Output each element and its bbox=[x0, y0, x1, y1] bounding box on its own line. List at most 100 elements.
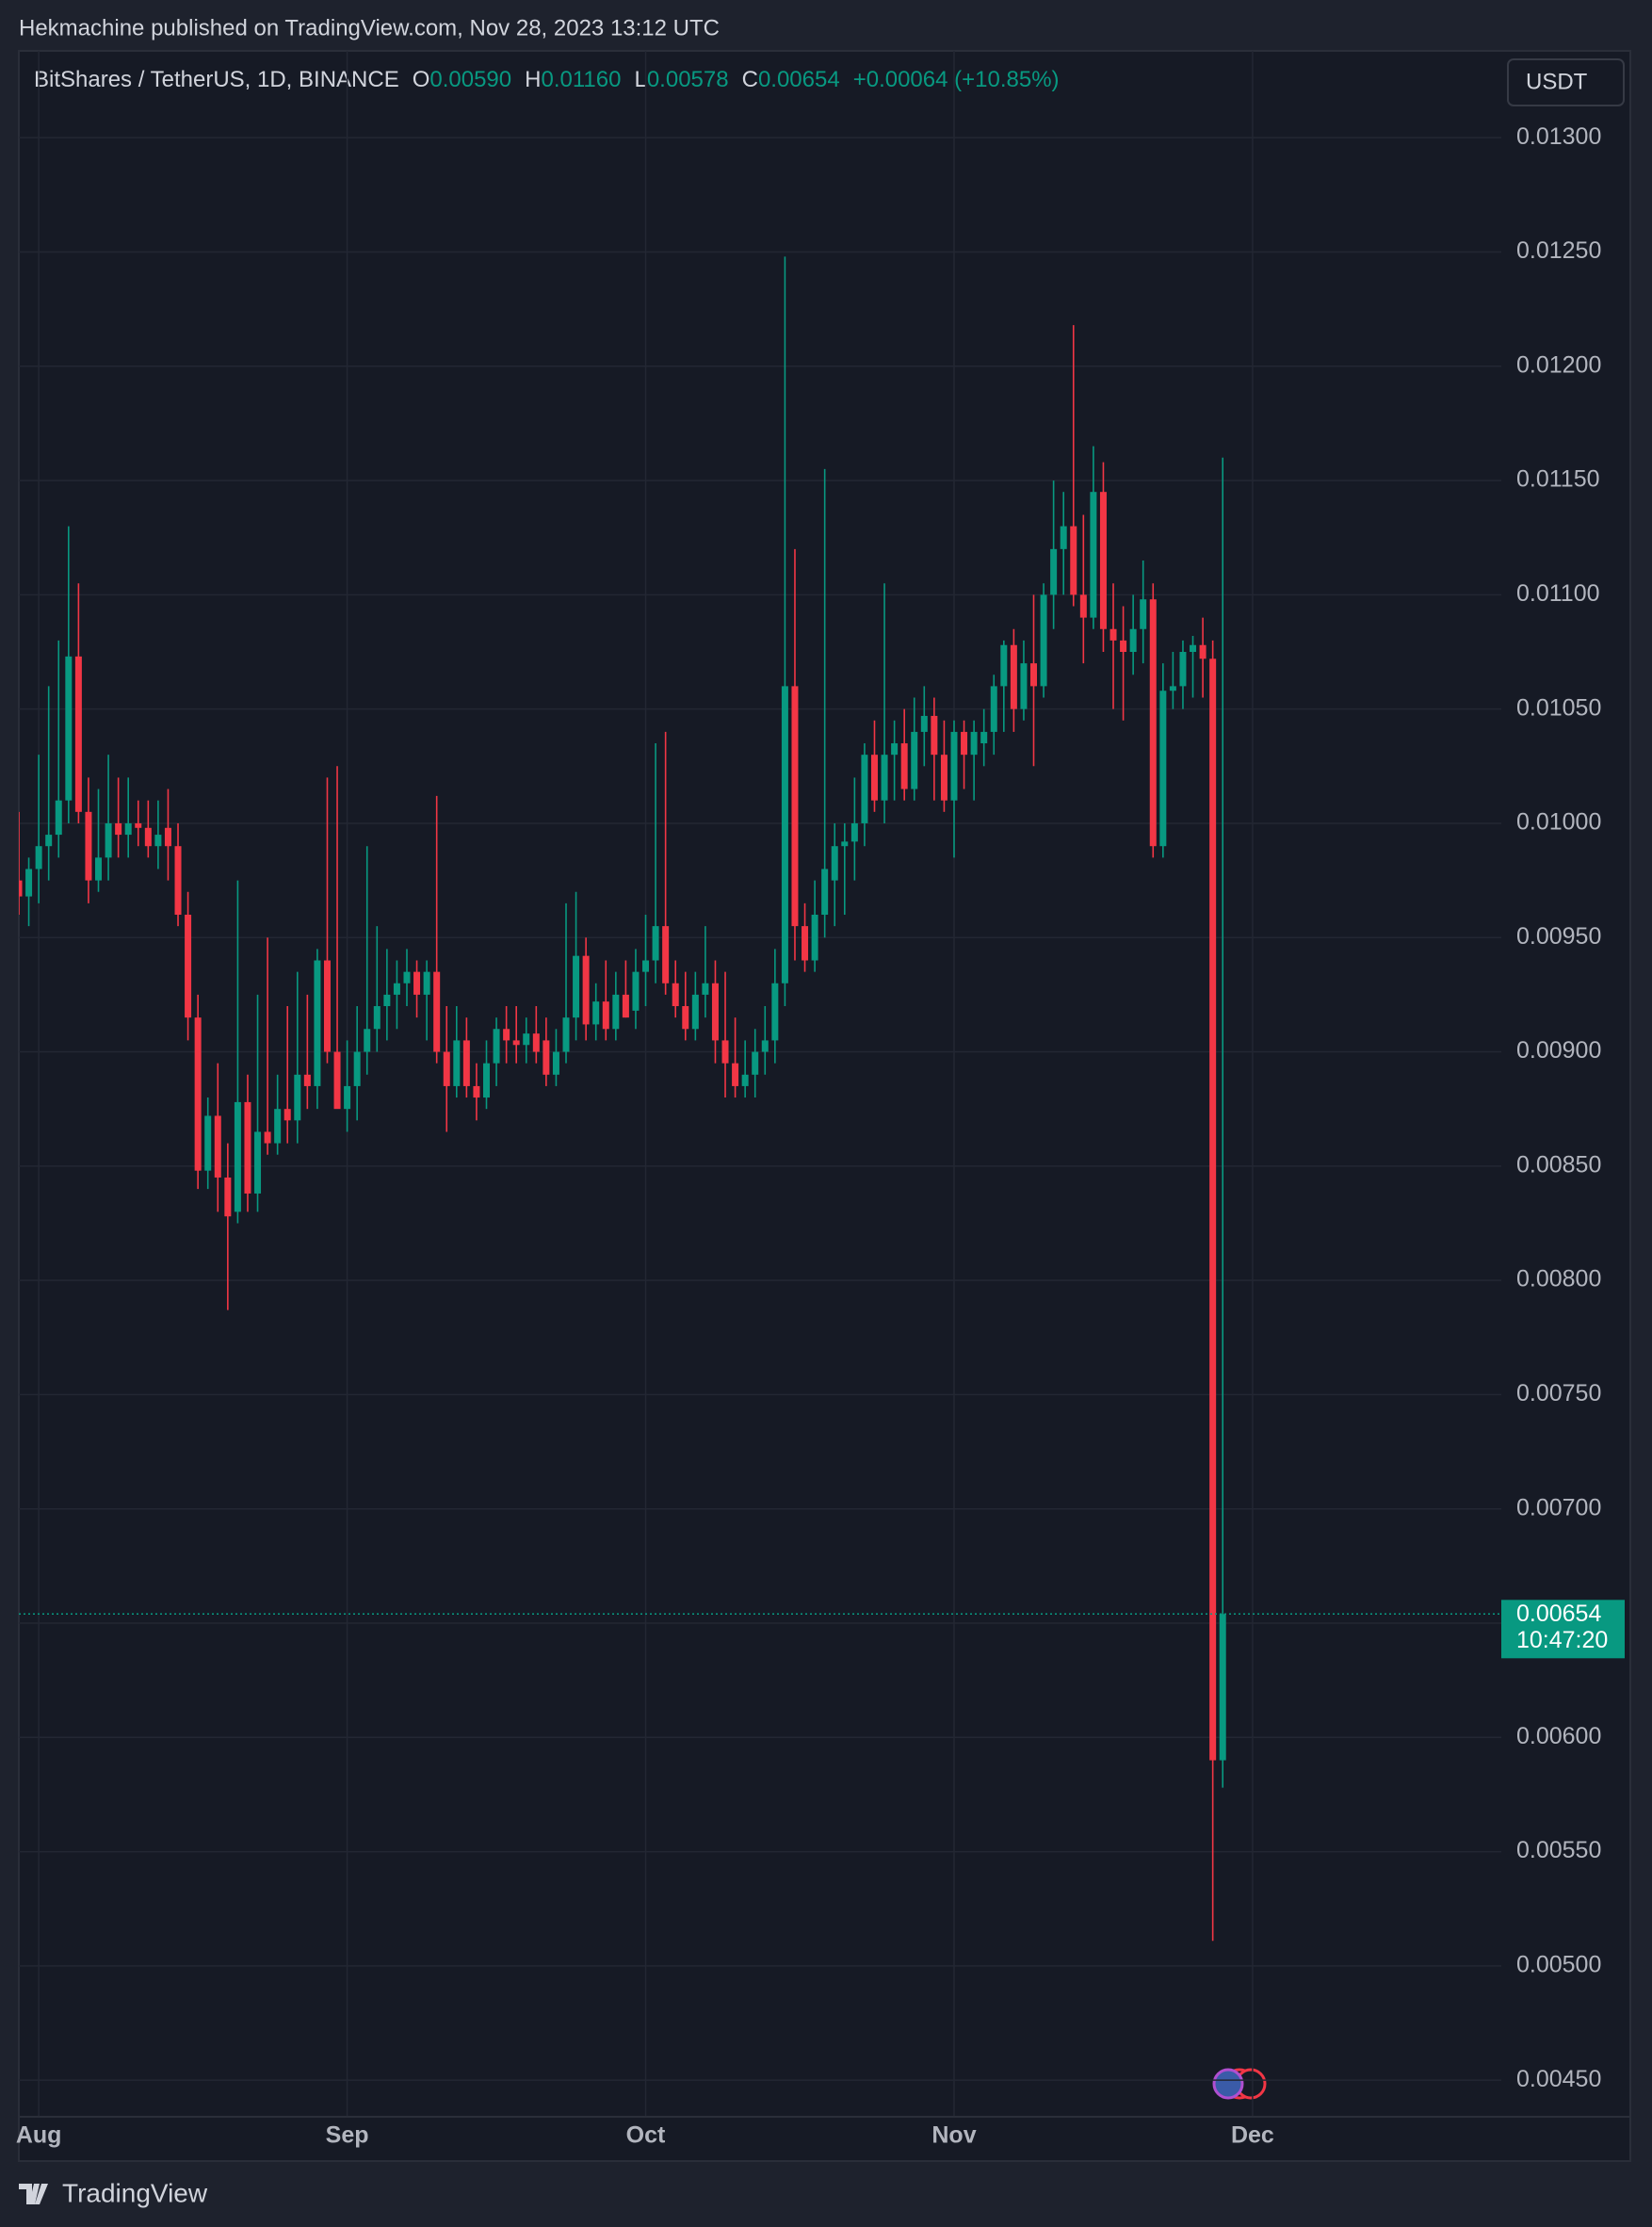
candle-body bbox=[870, 755, 878, 801]
candle-body bbox=[811, 914, 818, 961]
candle-body bbox=[1149, 599, 1157, 847]
candle-body bbox=[344, 1085, 351, 1110]
y-tick-label: 0.00800 bbox=[1516, 1266, 1601, 1292]
y-tick-label: 0.00850 bbox=[1516, 1151, 1601, 1178]
candle-body bbox=[781, 686, 788, 983]
candle-body bbox=[1070, 526, 1077, 595]
candle-body bbox=[821, 869, 829, 915]
candle-body bbox=[1199, 644, 1207, 659]
x-tick-label: Aug bbox=[16, 2122, 62, 2149]
candle-body bbox=[373, 1006, 381, 1030]
chart-frame bbox=[18, 50, 1631, 2162]
candle-body bbox=[721, 1040, 729, 1064]
candle-body bbox=[185, 914, 192, 1018]
candle-body bbox=[791, 686, 799, 927]
candle-body bbox=[453, 1040, 461, 1086]
event-flags bbox=[1212, 2068, 1267, 2100]
candle-body bbox=[1159, 691, 1167, 847]
candle-body bbox=[403, 971, 411, 983]
candle-body bbox=[323, 960, 331, 1052]
candle-body bbox=[174, 846, 182, 915]
candle-body bbox=[423, 971, 430, 995]
candle-body bbox=[970, 731, 978, 756]
candle-body bbox=[532, 1033, 540, 1052]
legend: BitShares / TetherUS, 1D, BINANCE O0.0059… bbox=[34, 67, 1060, 92]
candle-body bbox=[691, 994, 699, 1030]
candle-body bbox=[831, 846, 838, 881]
candle-body bbox=[25, 869, 33, 897]
candle-body bbox=[244, 1101, 251, 1194]
candle-body bbox=[274, 1109, 282, 1144]
candle-body bbox=[234, 1101, 241, 1212]
candle-body bbox=[1050, 548, 1058, 595]
candle-body bbox=[364, 1029, 371, 1052]
legend-text: C bbox=[742, 67, 758, 92]
y-tick-label: 0.00750 bbox=[1516, 1380, 1601, 1406]
candle-body bbox=[1020, 663, 1028, 709]
candle-body bbox=[961, 731, 968, 756]
candle-body bbox=[881, 755, 888, 801]
candle-body bbox=[990, 686, 997, 732]
candle-body bbox=[333, 1051, 341, 1110]
candle-body bbox=[413, 971, 421, 995]
candle-body bbox=[850, 822, 858, 842]
candle-body bbox=[523, 1033, 530, 1046]
candle-body bbox=[144, 827, 152, 847]
candle-body bbox=[164, 827, 171, 847]
y-tick-label: 0.01000 bbox=[1516, 809, 1601, 836]
legend-text: 0.00590 bbox=[429, 67, 511, 92]
candle-body bbox=[552, 1051, 559, 1075]
candle-body bbox=[891, 743, 899, 756]
candle-body bbox=[1060, 526, 1067, 549]
candle-body bbox=[115, 822, 122, 836]
y-tick-label: 0.01150 bbox=[1516, 466, 1600, 493]
candle-body bbox=[1090, 492, 1097, 618]
button-label[interactable]: USDT bbox=[1526, 69, 1588, 94]
candle-body bbox=[383, 994, 391, 1007]
countdown-label: 10:47:20 bbox=[1516, 1627, 1608, 1653]
candle-body bbox=[1109, 628, 1117, 641]
candle-body bbox=[861, 755, 868, 823]
candle-body bbox=[105, 822, 112, 858]
candle-body bbox=[224, 1177, 232, 1217]
candle-body bbox=[931, 715, 938, 756]
candle-body bbox=[622, 994, 629, 1018]
candle-body bbox=[543, 1040, 550, 1075]
candle-body bbox=[771, 983, 779, 1041]
last-price-label: 0.00654 bbox=[1516, 1601, 1601, 1627]
candle-body bbox=[462, 1040, 470, 1086]
candle-body bbox=[303, 1074, 311, 1086]
candle-body bbox=[204, 1115, 212, 1171]
candle-body bbox=[1040, 594, 1047, 687]
candle-body bbox=[1079, 594, 1087, 618]
candle-body bbox=[573, 955, 580, 1018]
candle-body bbox=[632, 971, 640, 1011]
candle-body bbox=[592, 1001, 600, 1025]
last-price-tag bbox=[1501, 1600, 1625, 1659]
candle-body bbox=[482, 1063, 490, 1098]
candle-body bbox=[314, 960, 321, 1086]
currency-button[interactable]: USDT bbox=[1507, 58, 1625, 106]
candle-body bbox=[1219, 1614, 1226, 1761]
button-frame[interactable] bbox=[1507, 58, 1625, 106]
candle-body bbox=[1010, 644, 1017, 709]
legend-text: BitShares / TetherUS, 1D, BINANCE bbox=[34, 67, 399, 92]
candle-body bbox=[74, 656, 82, 812]
candle-body bbox=[732, 1063, 739, 1086]
legend-text: +0.00064 (+10.85%) bbox=[853, 67, 1060, 92]
candle-body bbox=[950, 731, 958, 801]
candle-body bbox=[135, 822, 142, 828]
y-tick-label: 0.00550 bbox=[1516, 1837, 1601, 1863]
candle-body bbox=[1030, 663, 1038, 687]
candle-body bbox=[154, 835, 162, 847]
candle-body bbox=[95, 857, 103, 881]
legend-text: O bbox=[413, 67, 430, 92]
candle-body bbox=[702, 983, 709, 995]
candle-body bbox=[940, 755, 947, 801]
x-tick-label: Oct bbox=[626, 2122, 666, 2149]
candle-body bbox=[900, 743, 908, 789]
candle-body bbox=[194, 1017, 202, 1171]
candle-body bbox=[45, 835, 53, 847]
